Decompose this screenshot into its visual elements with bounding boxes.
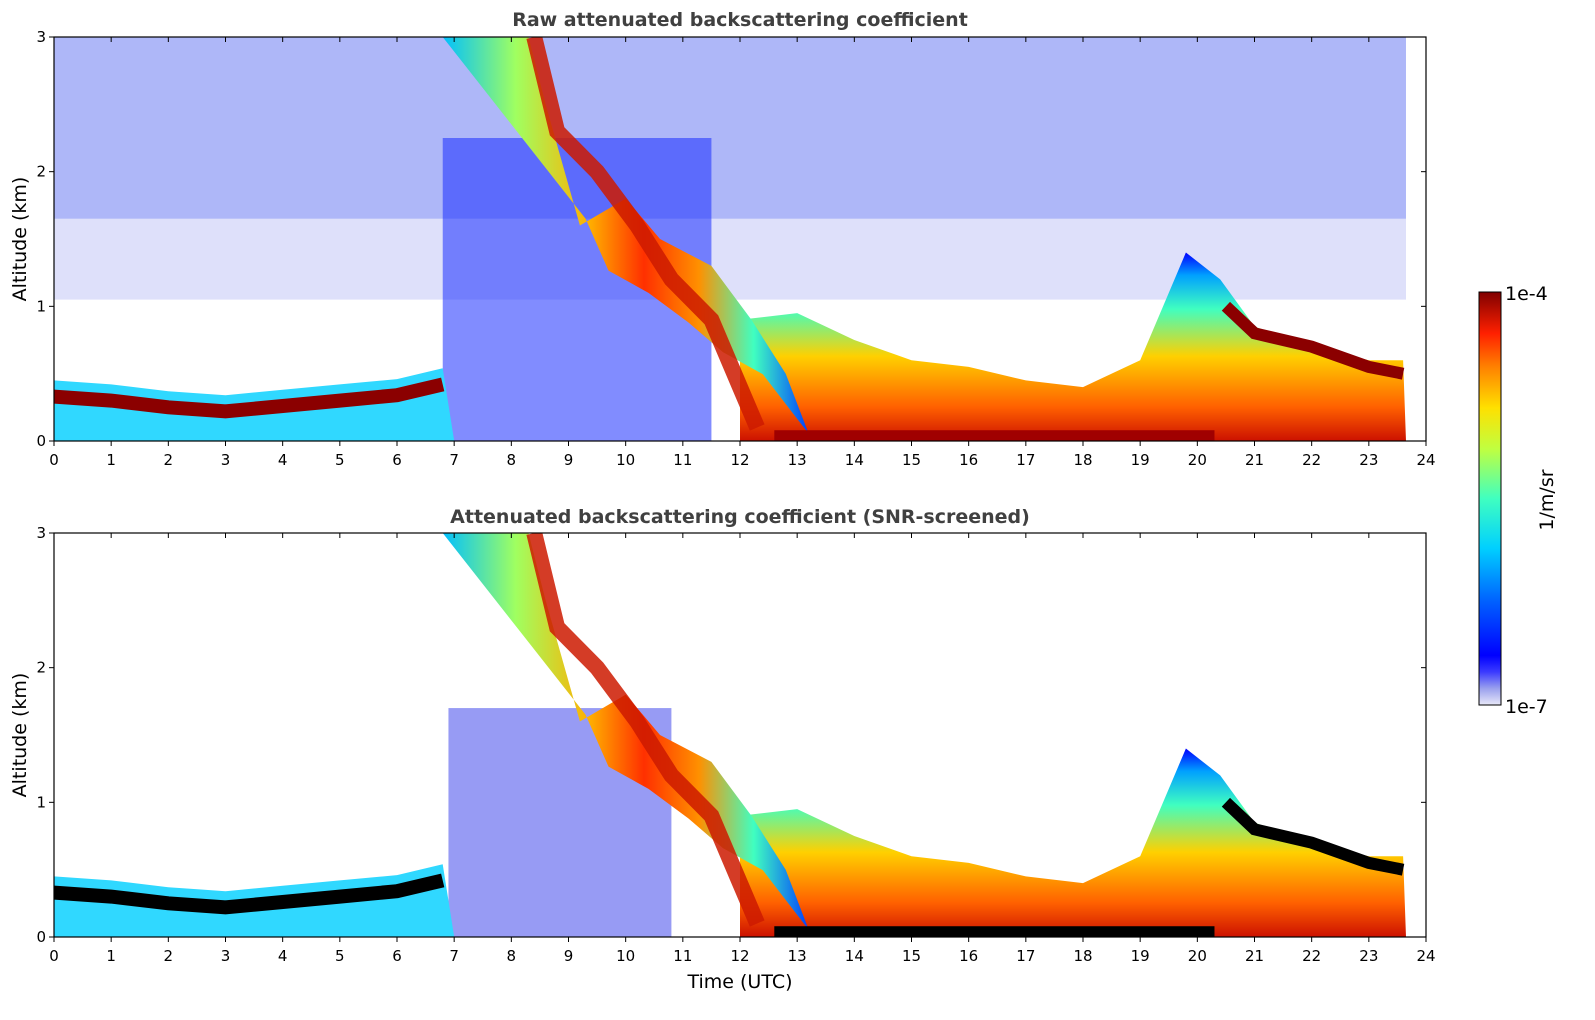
colorbar-gradient (1478, 291, 1502, 706)
y-tick-label: 1 (36, 297, 46, 315)
x-tick-label: 20 (1188, 947, 1207, 965)
boundary-layer (740, 748, 1406, 937)
y-tick-label: 3 (36, 28, 46, 46)
x-tick-label: 18 (1073, 451, 1092, 469)
colorbar-units-label: 1/m/sr (1536, 469, 1558, 530)
x-tick-label: 22 (1302, 947, 1321, 965)
boundary-layer (740, 252, 1406, 441)
x-tick-label: 12 (730, 451, 749, 469)
raw-y-axis-label: Altitude (km) (9, 177, 31, 302)
colorbar-min-label: 1e-7 (1505, 696, 1548, 718)
x-tick-label: 16 (959, 947, 978, 965)
x-tick-label: 8 (507, 451, 517, 469)
x-tick-label: 19 (1131, 451, 1150, 469)
x-tick-label: 7 (449, 451, 459, 469)
raw-y-ticks: 0 1 2 3 (36, 28, 1426, 450)
y-tick-label: 0 (36, 432, 46, 450)
screened-y-ticks: 0 1 2 3 (36, 524, 1426, 946)
evening-aerosol-layer (1221, 301, 1405, 380)
no-data-region (1405, 533, 1426, 937)
x-tick-label: 15 (902, 451, 921, 469)
screened-heatmap (54, 533, 1426, 937)
x-tick-label: 24 (1416, 451, 1435, 469)
colorbar-max-label: 1e-4 (1505, 283, 1548, 305)
morning-aerosol-layer (54, 377, 445, 419)
x-tick-label: 5 (335, 947, 345, 965)
surface-layer (774, 430, 1215, 441)
x-tick-label: 1 (106, 947, 116, 965)
raw-backscatter-panel: Raw attenuated backscattering coefficien… (9, 9, 1436, 469)
morning-aerosol-layer (54, 873, 445, 915)
x-tick-label: 21 (1245, 947, 1264, 965)
x-tick-label: 4 (278, 947, 288, 965)
y-tick-label: 2 (36, 163, 46, 181)
y-tick-label: 2 (36, 659, 46, 677)
x-tick-label: 11 (673, 947, 692, 965)
x-tick-label: 3 (221, 947, 231, 965)
x-tick-label: 24 (1416, 947, 1435, 965)
x-tick-label: 15 (902, 947, 921, 965)
x-tick-label: 11 (673, 451, 692, 469)
x-tick-label: 9 (564, 451, 574, 469)
screened-backscatter-panel: Attenuated backscattering coefficient (S… (9, 506, 1436, 993)
evening-aerosol-layer (1221, 797, 1405, 876)
raw-heatmap (54, 37, 1426, 441)
raw-panel-title: Raw attenuated backscattering coefficien… (512, 9, 968, 31)
x-tick-label: 5 (335, 451, 345, 469)
no-data-region (1405, 37, 1426, 441)
x-tick-label: 17 (1016, 947, 1035, 965)
noise-upper (54, 37, 1406, 219)
x-tick-label: 13 (788, 451, 807, 469)
x-tick-label: 14 (845, 451, 864, 469)
screened-panel-title: Attenuated backscattering coefficient (S… (450, 506, 1030, 528)
x-tick-label: 10 (616, 947, 635, 965)
x-tick-label: 0 (49, 947, 59, 965)
y-tick-label: 3 (36, 524, 46, 542)
x-tick-label: 4 (278, 451, 288, 469)
plume-core (526, 533, 765, 927)
x-tick-label: 23 (1359, 451, 1378, 469)
surface-layer (774, 926, 1215, 937)
x-tick-label: 12 (730, 947, 749, 965)
x-tick-label: 9 (564, 947, 574, 965)
x-tick-label: 13 (788, 947, 807, 965)
y-tick-label: 1 (36, 793, 46, 811)
x-tick-label: 2 (164, 947, 174, 965)
screened-x-ticks: 0 1 2 3 4 5 6 7 8 9 10 11 12 13 14 15 16 17 18 19 20 21 22 23 24 (49, 533, 1436, 965)
x-tick-label: 0 (49, 451, 59, 469)
x-tick-label: 19 (1131, 947, 1150, 965)
x-tick-label: 7 (449, 947, 459, 965)
x-tick-label: 21 (1245, 451, 1264, 469)
x-tick-label: 3 (221, 451, 231, 469)
x-tick-label: 2 (164, 451, 174, 469)
x-tick-label: 23 (1359, 947, 1378, 965)
x-axis-label: Time (UTC) (686, 971, 792, 993)
x-tick-label: 6 (392, 451, 402, 469)
y-tick-label: 0 (36, 928, 46, 946)
x-tick-label: 18 (1073, 947, 1092, 965)
x-tick-label: 6 (392, 947, 402, 965)
colorbar: 1e-4 1e-7 1/m/sr (1478, 283, 1558, 718)
x-tick-label: 8 (507, 947, 517, 965)
x-tick-label: 1 (106, 451, 116, 469)
x-tick-label: 17 (1016, 451, 1035, 469)
plume-core (526, 37, 765, 431)
x-tick-label: 10 (616, 451, 635, 469)
x-tick-label: 20 (1188, 451, 1207, 469)
raw-x-ticks: 0 1 2 3 4 5 6 7 8 9 10 11 12 13 14 15 16 17 18 19 20 21 22 23 24 (49, 37, 1436, 469)
x-tick-label: 14 (845, 947, 864, 965)
x-tick-label: 16 (959, 451, 978, 469)
x-tick-label: 22 (1302, 451, 1321, 469)
screened-y-axis-label: Altitude (km) (9, 673, 31, 798)
